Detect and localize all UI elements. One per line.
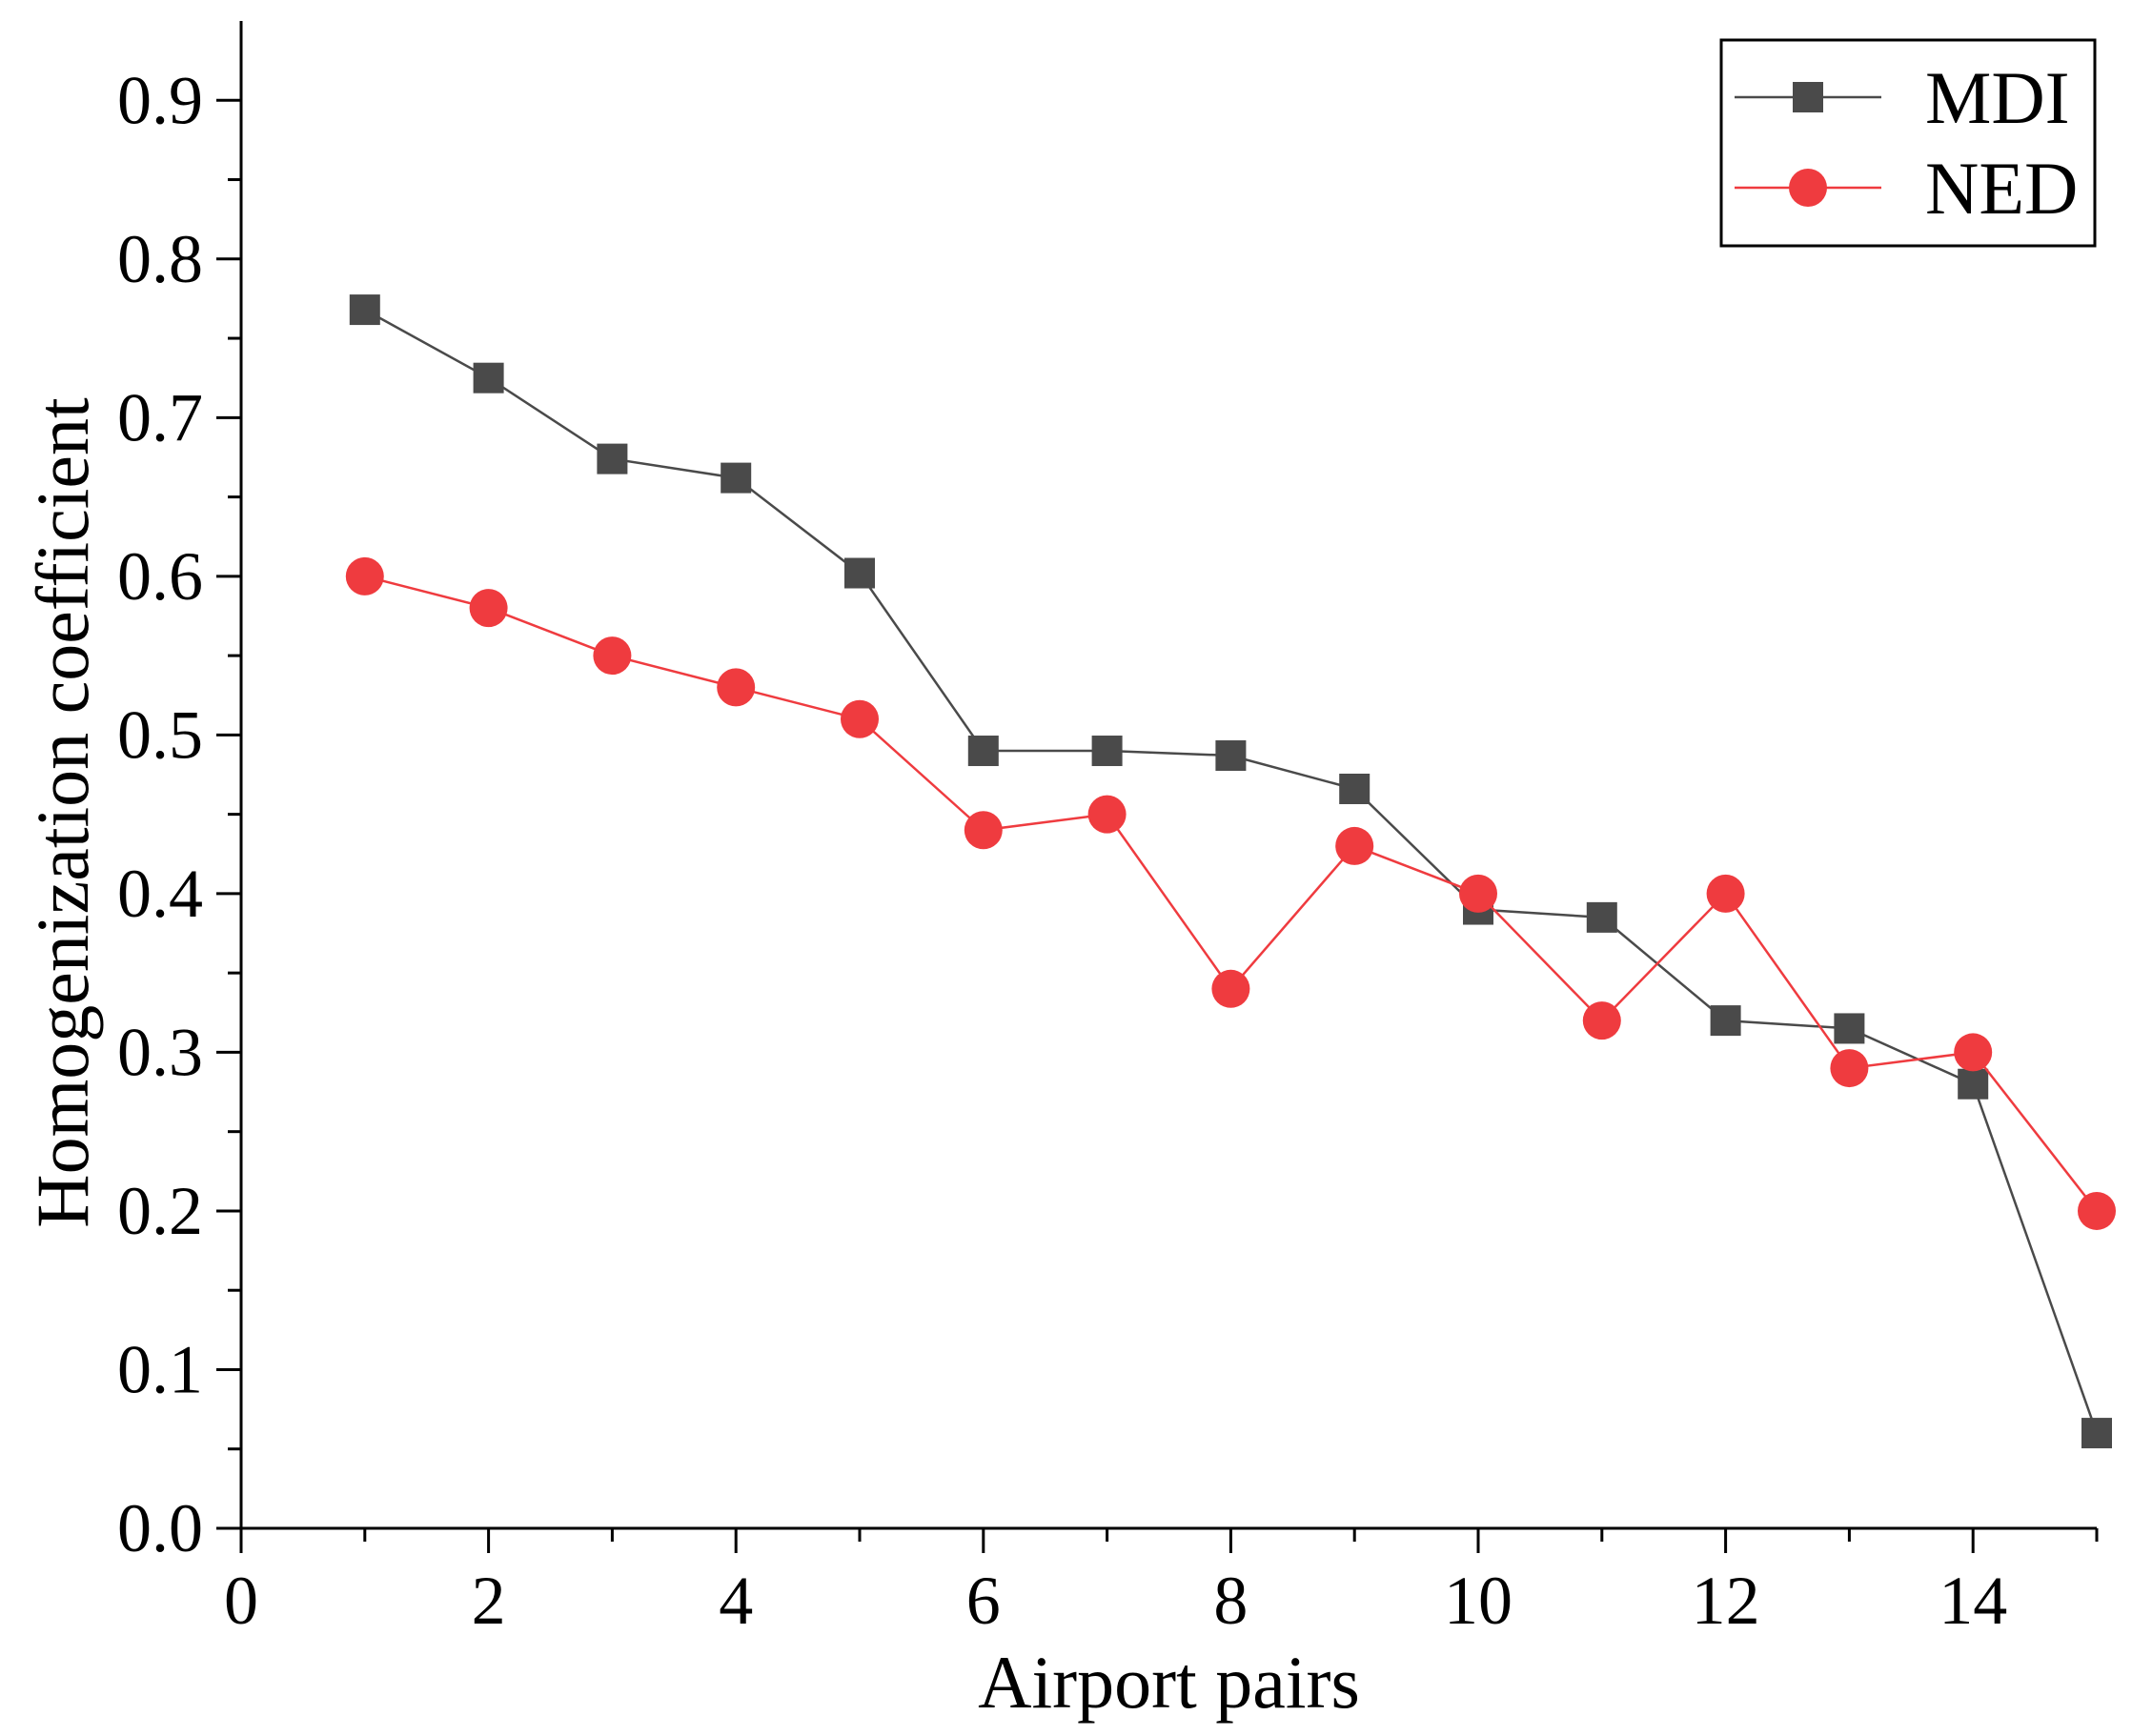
data-point-ned bbox=[2078, 1191, 2116, 1230]
data-point-ned bbox=[1830, 1049, 1869, 1088]
x-tick-label: 8 bbox=[1213, 1563, 1248, 1639]
y-tick-label: 0.7 bbox=[117, 379, 203, 455]
data-point-ned bbox=[964, 811, 1003, 850]
y-tick-label: 0.0 bbox=[117, 1490, 203, 1566]
legend-label-ned: NED bbox=[1925, 147, 2078, 230]
data-point-mdi bbox=[1710, 1005, 1741, 1037]
y-tick-label: 0.9 bbox=[117, 62, 203, 138]
legend-marker-ned bbox=[1789, 169, 1827, 207]
series-ned bbox=[345, 556, 2116, 1230]
data-point-ned bbox=[469, 589, 508, 628]
series-mdi bbox=[349, 294, 2112, 1449]
y-tick-label: 0.6 bbox=[117, 538, 203, 615]
y-tick-label: 0.3 bbox=[117, 1014, 203, 1090]
data-point-ned bbox=[1582, 1001, 1621, 1040]
x-tick-label: 14 bbox=[1939, 1563, 2007, 1639]
data-point-ned bbox=[1335, 826, 1374, 865]
y-tick-label: 0.4 bbox=[117, 856, 203, 932]
series-line-ned bbox=[364, 575, 2098, 1212]
data-point-mdi bbox=[1339, 773, 1371, 804]
data-point-ned bbox=[1954, 1033, 1993, 1072]
x-tick-label: 12 bbox=[1692, 1563, 1760, 1639]
data-point-mdi bbox=[967, 736, 999, 767]
legend-label-mdi: MDI bbox=[1925, 56, 2070, 139]
data-point-mdi bbox=[349, 294, 380, 326]
series-line-mdi bbox=[364, 309, 2099, 1434]
data-point-ned bbox=[1087, 795, 1127, 834]
data-point-ned bbox=[1706, 874, 1745, 913]
legend-box bbox=[1719, 38, 2097, 248]
data-point-mdi bbox=[1215, 740, 1247, 772]
data-point-ned bbox=[1211, 969, 1250, 1008]
data-point-ned bbox=[345, 556, 384, 595]
data-point-ned bbox=[593, 636, 632, 676]
x-tick-label: 10 bbox=[1444, 1563, 1513, 1639]
y-tick-label: 0.2 bbox=[117, 1173, 203, 1249]
y-tick-label: 0.8 bbox=[117, 221, 203, 297]
data-point-mdi bbox=[1834, 1013, 1865, 1044]
data-point-ned bbox=[1459, 874, 1497, 913]
x-tick-label: 0 bbox=[224, 1563, 258, 1639]
x-tick-label: 6 bbox=[966, 1563, 1001, 1639]
y-tick-label: 0.5 bbox=[117, 696, 203, 773]
data-point-mdi bbox=[2081, 1418, 2112, 1449]
x-tick-label: 2 bbox=[472, 1563, 506, 1639]
series-layer bbox=[345, 294, 2116, 1449]
x-tick-label: 4 bbox=[719, 1563, 753, 1639]
data-point-mdi bbox=[1586, 901, 1617, 933]
axes: 0.0 0.1 0.2 0.3 0.4 0.5 0.6 0.7 0.8 0.9 0 2 4 6 8 10 12 1… bbox=[117, 21, 2099, 1639]
data-point-mdi bbox=[844, 557, 875, 589]
data-point-mdi bbox=[473, 362, 504, 394]
data-point-mdi bbox=[721, 462, 752, 494]
data-point-mdi bbox=[1958, 1068, 1989, 1100]
data-point-ned bbox=[841, 699, 879, 738]
y-axis-title: Homogenization coefficient bbox=[21, 397, 104, 1228]
data-point-ned bbox=[717, 668, 756, 707]
data-point-mdi bbox=[597, 443, 628, 474]
legend-marker-mdi bbox=[1793, 82, 1823, 112]
data-point-mdi bbox=[1091, 736, 1123, 767]
x-axis-title: Airport pairs bbox=[978, 1641, 1360, 1724]
y-tick-label: 0.1 bbox=[117, 1331, 203, 1407]
